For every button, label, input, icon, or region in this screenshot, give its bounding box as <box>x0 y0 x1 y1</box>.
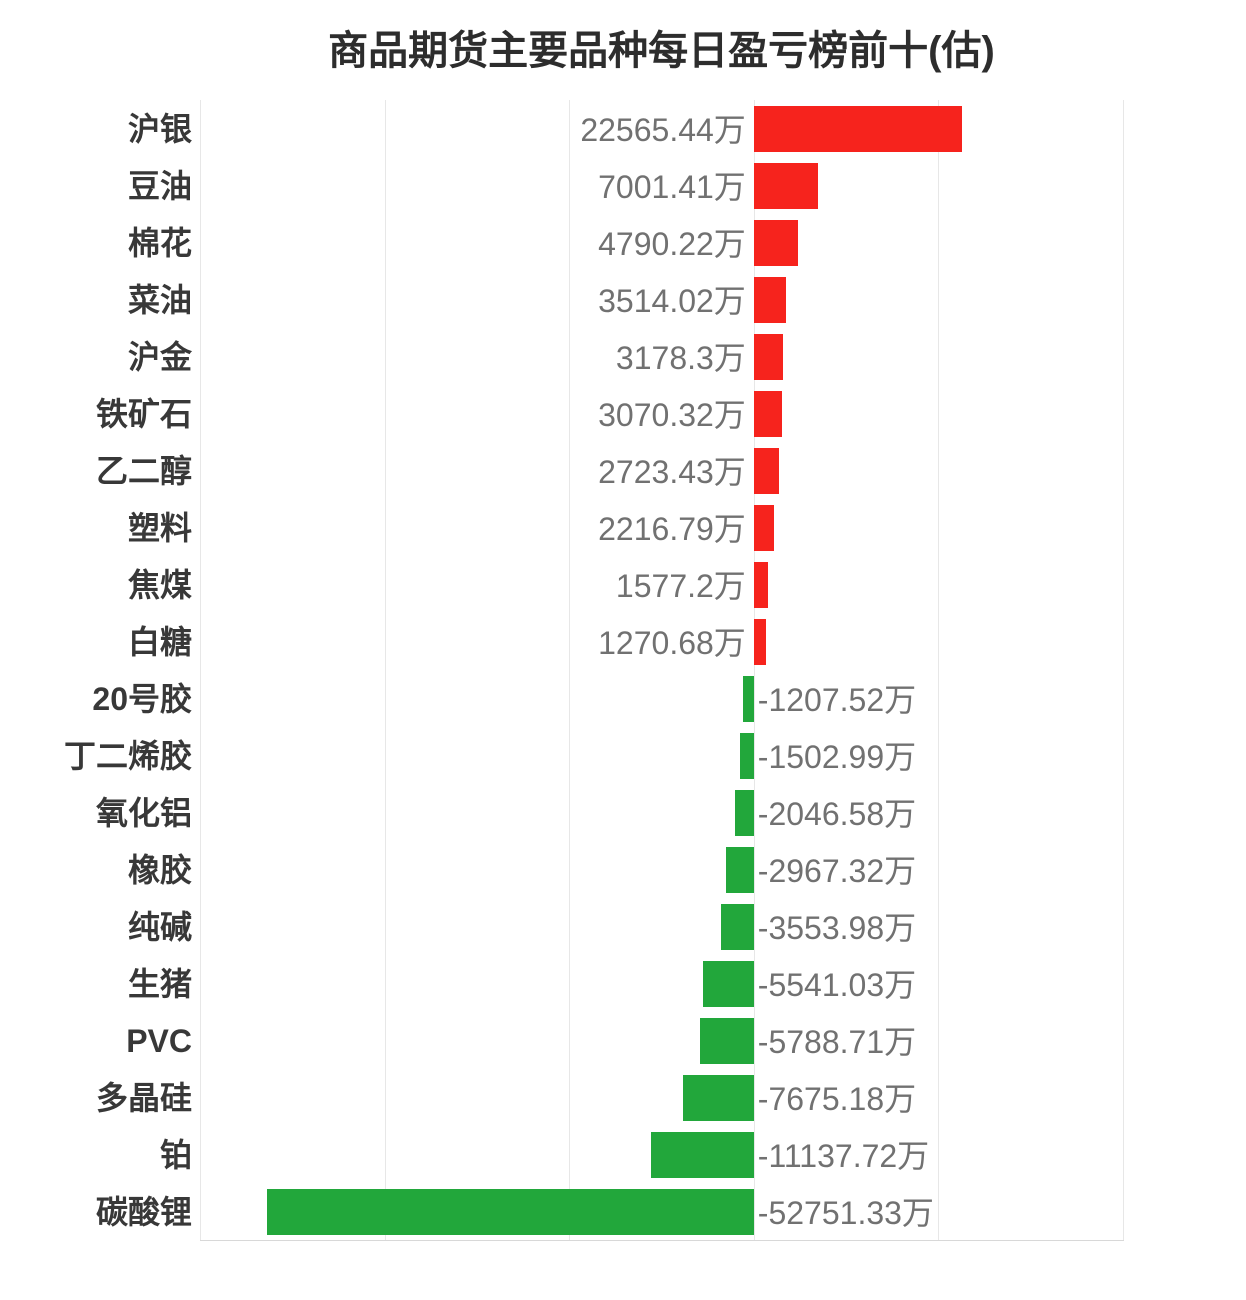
vertical-gridline <box>384 100 386 1240</box>
value-label: -2967.32万 <box>757 852 917 889</box>
profit-bar <box>753 561 769 608</box>
category-label: 沪银 <box>127 110 192 147</box>
profit-bar <box>753 390 783 437</box>
profit-bar <box>753 618 766 665</box>
value-label: 3178.3万 <box>615 339 746 376</box>
value-label: 3514.02万 <box>598 282 746 319</box>
value-label: -2046.58万 <box>757 795 917 832</box>
value-label: 1270.68万 <box>598 624 746 661</box>
x-axis-line <box>200 1240 1124 1241</box>
loss-bar <box>720 903 754 950</box>
value-label: -5788.71万 <box>757 1023 917 1060</box>
category-label: 白糖 <box>127 623 192 660</box>
loss-bar <box>650 1131 754 1178</box>
profit-bar <box>753 333 784 380</box>
value-label: -5541.03万 <box>757 966 917 1003</box>
loss-bar <box>739 732 754 779</box>
vertical-gridline <box>937 100 939 1240</box>
chart-title: 商品期货主要品种每日盈亏榜前十(估) <box>328 29 995 73</box>
category-label: 生猪 <box>127 965 192 1002</box>
value-label: -52751.33万 <box>757 1194 934 1231</box>
category-label: 棉花 <box>127 224 192 261</box>
category-label: 铁矿石 <box>95 395 192 432</box>
category-label: 豆油 <box>127 167 192 204</box>
category-label: PVC <box>126 1022 192 1059</box>
value-label: 4790.22万 <box>598 225 746 262</box>
category-label: 塑料 <box>127 509 192 546</box>
category-label: 沪金 <box>127 338 192 375</box>
profit-bar <box>753 276 787 323</box>
value-label: -1502.99万 <box>757 738 917 775</box>
category-label: 多晶硅 <box>95 1079 192 1116</box>
category-label: 碳酸锂 <box>95 1193 192 1230</box>
value-label: 2723.43万 <box>598 453 746 490</box>
value-label: -11137.72万 <box>757 1137 930 1174</box>
category-label: 焦煤 <box>127 566 192 603</box>
vertical-gridline <box>1122 100 1124 1240</box>
category-label: 20号胶 <box>92 680 192 717</box>
vertical-gridline <box>753 100 755 1240</box>
loss-bar <box>266 1188 754 1235</box>
loss-bar <box>734 789 754 836</box>
value-label: 2216.79万 <box>598 510 746 547</box>
loss-bar <box>700 1017 754 1064</box>
vertical-gridline <box>199 100 201 1240</box>
category-label: 乙二醇 <box>95 452 192 489</box>
loss-bar <box>682 1074 754 1121</box>
profit-bar <box>753 447 779 494</box>
category-label: 菜油 <box>127 281 192 318</box>
value-label: -7675.18万 <box>757 1080 917 1117</box>
loss-bar <box>742 675 754 722</box>
category-label: 橡胶 <box>127 851 192 888</box>
category-label: 氧化铝 <box>95 794 192 831</box>
value-label: 1577.2万 <box>615 567 746 604</box>
category-label: 铂 <box>159 1136 192 1173</box>
value-label: -1207.52万 <box>757 681 917 718</box>
profit-bar <box>753 504 775 551</box>
category-label: 纯碱 <box>127 908 192 945</box>
category-label: 丁二烯胶 <box>63 737 192 774</box>
value-label: 22565.44万 <box>580 111 746 148</box>
profit-bar <box>753 162 819 209</box>
profit-bar <box>753 219 798 266</box>
loss-bar <box>702 960 754 1007</box>
vertical-gridline <box>568 100 570 1240</box>
profit-bar <box>753 105 963 152</box>
loss-bar <box>726 846 754 893</box>
value-label: -3553.98万 <box>757 909 917 946</box>
value-label: 3070.32万 <box>598 396 746 433</box>
value-label: 7001.41万 <box>598 168 746 205</box>
